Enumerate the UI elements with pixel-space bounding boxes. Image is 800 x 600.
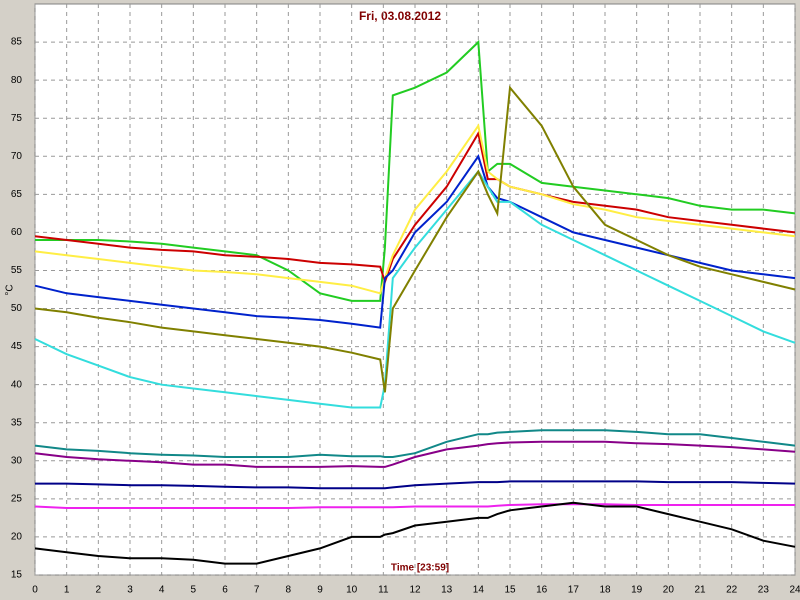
- y-tick-label: 55: [11, 265, 23, 276]
- x-tick-label: 17: [568, 585, 580, 596]
- x-tick-label: 22: [726, 585, 738, 596]
- x-tick-label: 10: [346, 585, 358, 596]
- x-tick-label: 7: [254, 585, 260, 596]
- x-tick-label: 14: [473, 585, 485, 596]
- y-tick-label: 60: [11, 227, 23, 238]
- y-tick-label: 45: [11, 341, 23, 352]
- x-tick-label: 3: [127, 585, 133, 596]
- plot-area: [34, 3, 796, 576]
- x-tick-label: 12: [409, 585, 421, 596]
- chart-title: Fri, 03.08.2012: [359, 9, 441, 23]
- x-tick-label: 18: [599, 585, 611, 596]
- x-tick-label: 11: [378, 585, 389, 596]
- y-tick-label: 15: [11, 570, 23, 581]
- x-tick-label: 1: [64, 585, 70, 596]
- y-tick-label: 25: [11, 494, 23, 505]
- x-tick-label: 16: [536, 585, 548, 596]
- y-tick-label: 50: [11, 303, 23, 314]
- x-tick-label: 19: [631, 585, 643, 596]
- y-tick-label: 35: [11, 417, 23, 428]
- series-line: [34, 85, 796, 393]
- x-tick-label: 4: [159, 585, 165, 596]
- y-tick-label: 30: [11, 455, 23, 466]
- y-tick-label: 70: [11, 151, 23, 162]
- x-tick-label: 0: [32, 585, 38, 596]
- x-tick-label: 21: [694, 585, 706, 596]
- y-tick-label: 80: [11, 75, 23, 86]
- series-line: [34, 503, 795, 509]
- x-tick-label: 24: [789, 585, 800, 596]
- x-tick-label: 2: [96, 585, 102, 596]
- x-tick-label: 5: [191, 585, 197, 596]
- lines: [34, 39, 796, 565]
- y-axis-label: °C: [5, 284, 16, 295]
- x-tick-label: 9: [317, 585, 323, 596]
- series-line: [35, 480, 796, 490]
- series-line: [34, 501, 796, 565]
- x-tick-label: 20: [663, 585, 675, 596]
- series-line: [34, 154, 796, 329]
- x-tick-label: 6: [222, 585, 228, 596]
- series-line: [34, 169, 796, 409]
- x-tick-label: 13: [441, 585, 453, 596]
- y-tick-label: 20: [11, 532, 23, 543]
- series-line: [35, 39, 796, 302]
- x-tick-label: 15: [504, 585, 516, 596]
- series-line: [34, 440, 796, 468]
- series-line: [34, 130, 796, 286]
- x-tick-label: 8: [286, 585, 292, 596]
- grid: [34, 4, 796, 576]
- y-tick-label: 40: [11, 379, 23, 390]
- series-line: [34, 429, 796, 458]
- y-tick-label: 65: [11, 189, 23, 200]
- x-axis-label: Time [23:59]: [391, 563, 449, 574]
- y-tick-label: 75: [11, 113, 23, 124]
- x-tick-label: 23: [758, 585, 770, 596]
- series-line: [34, 123, 796, 295]
- y-tick-label: 85: [11, 37, 23, 48]
